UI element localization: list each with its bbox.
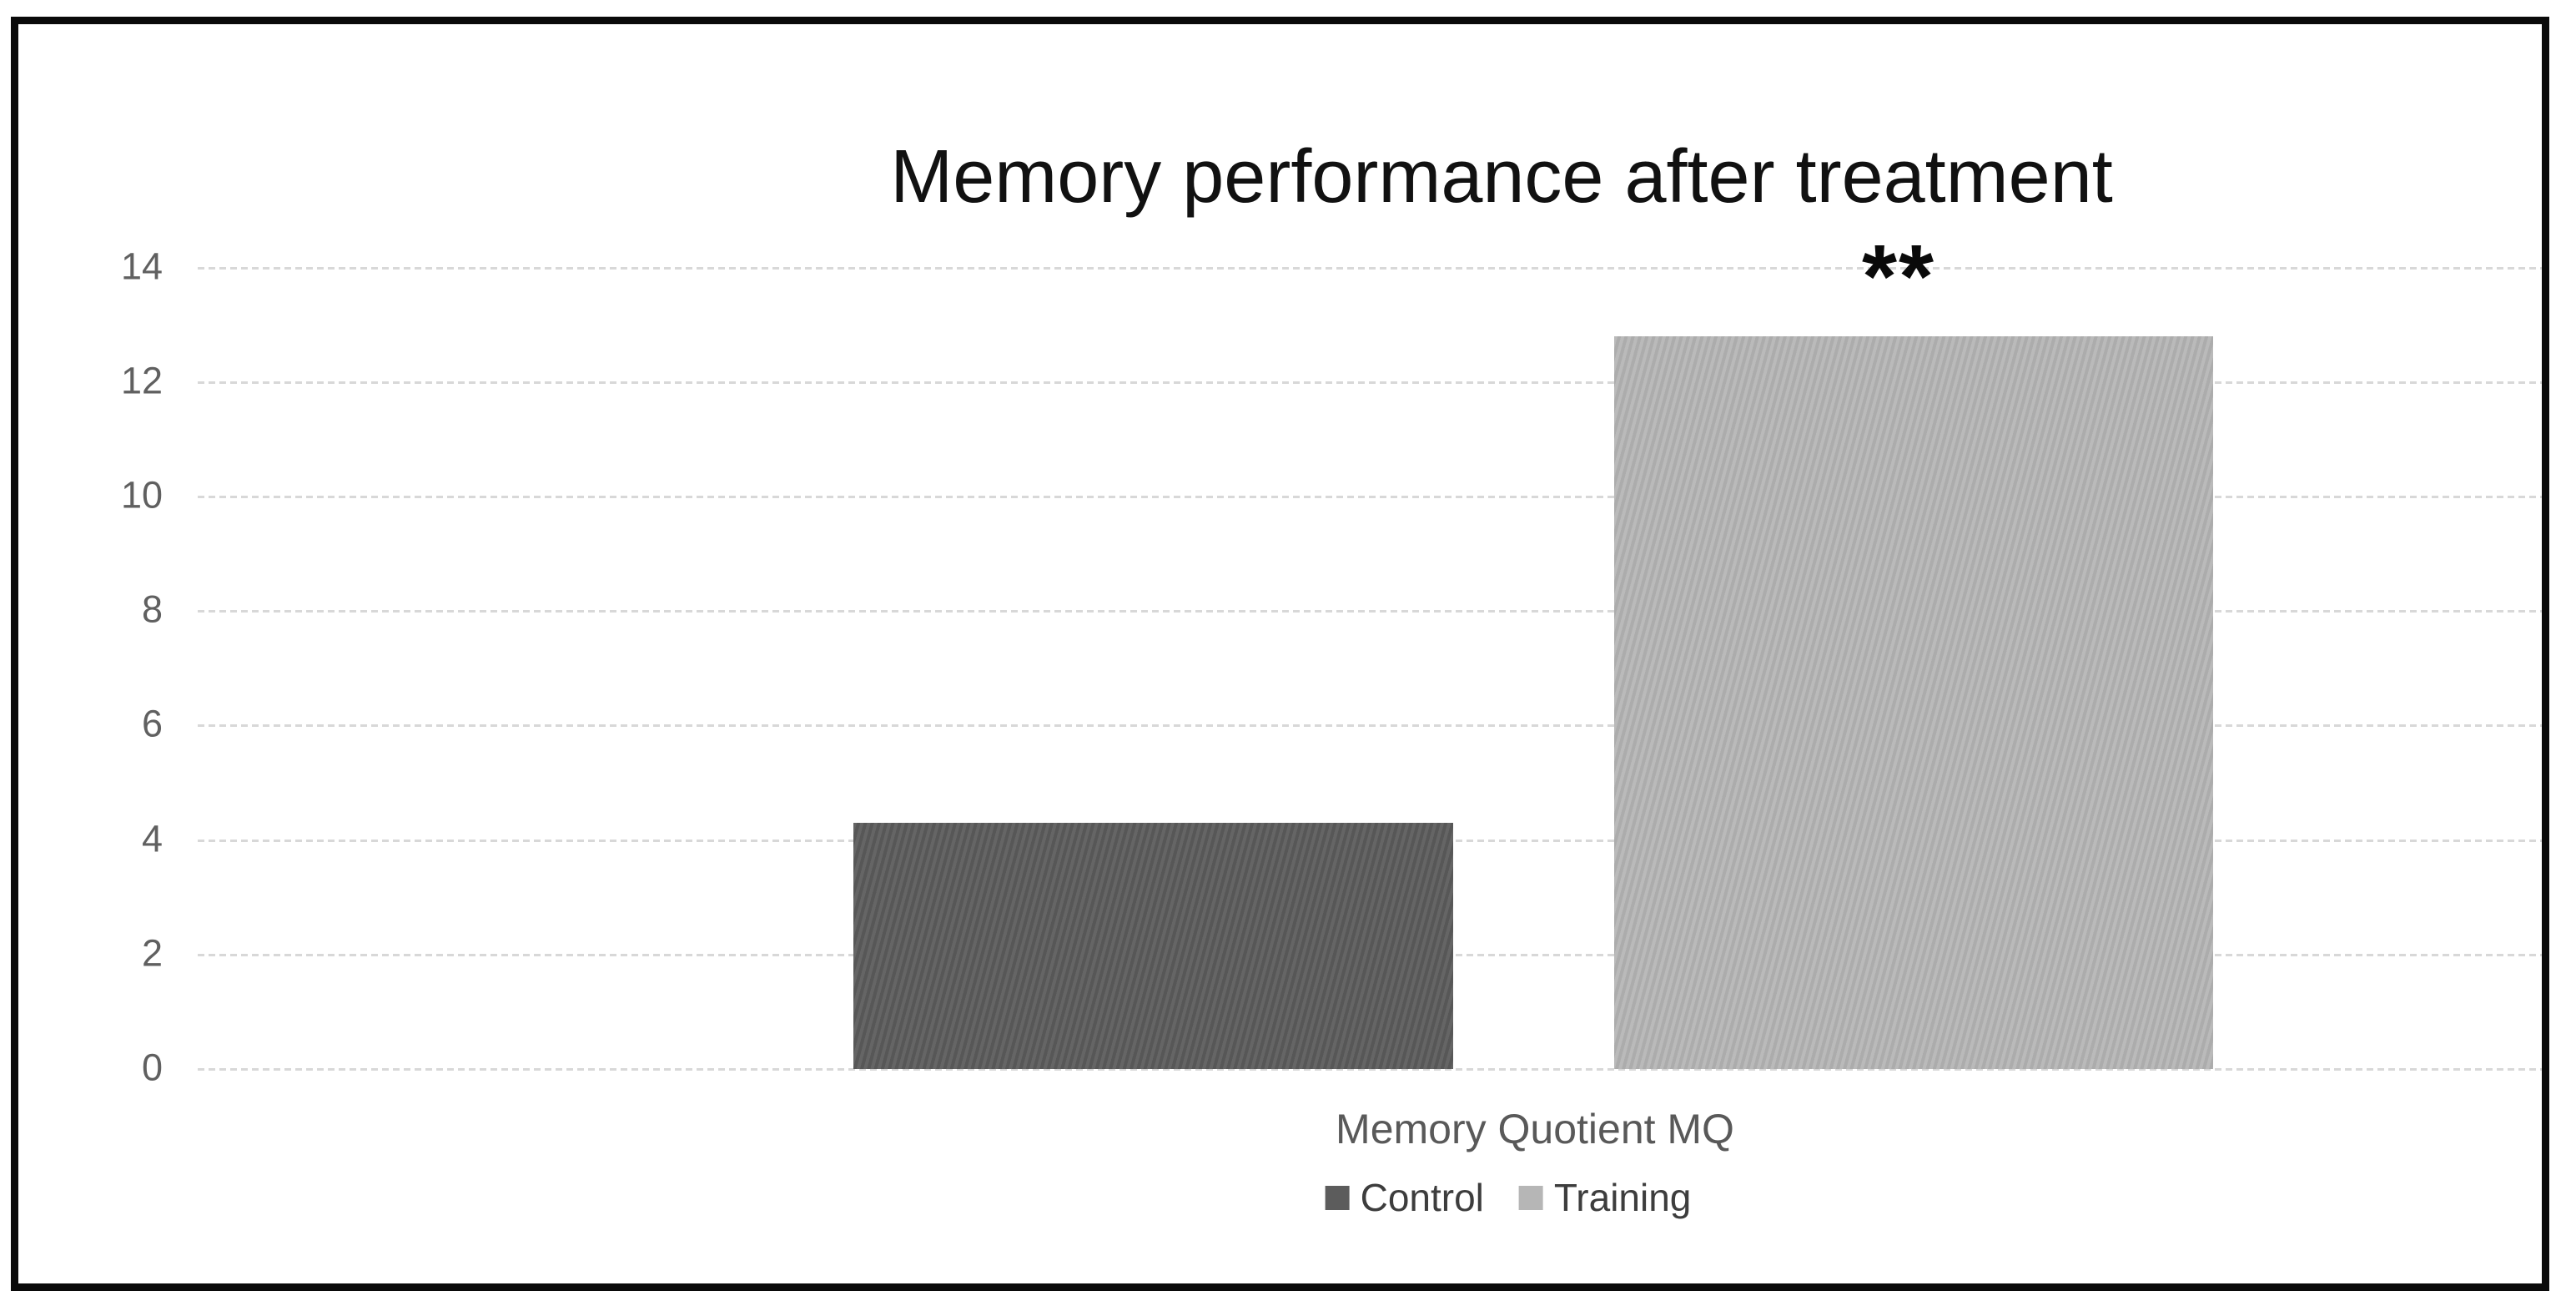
legend-item-control: Control — [1325, 1176, 1484, 1219]
y-tick-label-2: 2 — [141, 931, 163, 975]
y-tick-label-10: 10 — [120, 473, 163, 517]
y-tick-label-4: 4 — [141, 817, 163, 860]
gridline-y-8 — [198, 610, 2542, 613]
significance-annotation: ** — [1861, 225, 1936, 326]
y-tick-label-12: 12 — [120, 359, 163, 402]
figure-border — [11, 17, 2549, 1291]
y-tick-label-8: 8 — [141, 587, 163, 631]
legend-swatch-icon — [1325, 1185, 1350, 1210]
gridline-y-10 — [198, 495, 2542, 498]
legend-swatch-icon — [1518, 1185, 1543, 1210]
legend-label: Training — [1553, 1176, 1692, 1219]
gridline-y-0 — [198, 1068, 2542, 1071]
gridline-y-12 — [198, 381, 2542, 384]
chart-title: Memory performance after treatment — [890, 135, 2113, 219]
gridline-y-14 — [198, 266, 2542, 270]
legend-label: Control — [1360, 1176, 1484, 1219]
y-tick-label-14: 14 — [120, 245, 163, 288]
x-axis-category-label: Memory Quotient MQ — [1336, 1106, 1734, 1152]
bar-control — [853, 823, 1453, 1069]
legend-item-training: Training — [1518, 1176, 1692, 1219]
y-tick-label-0: 0 — [141, 1046, 163, 1089]
y-tick-label-6: 6 — [141, 703, 163, 746]
gridline-y-6 — [198, 724, 2542, 728]
legend: Control Training — [1325, 1176, 1692, 1219]
bar-training — [1614, 336, 2213, 1069]
